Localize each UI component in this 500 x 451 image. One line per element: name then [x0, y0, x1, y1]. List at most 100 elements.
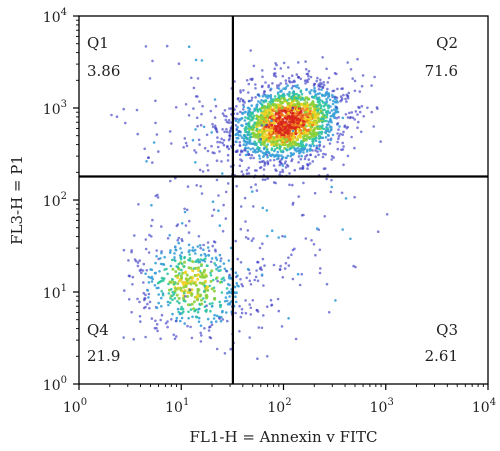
data-point [274, 181, 277, 185]
data-point [160, 289, 163, 293]
data-point [218, 150, 221, 153]
data-point [267, 128, 271, 132]
data-point [234, 119, 238, 123]
data-point [260, 326, 264, 330]
data-point [175, 293, 179, 297]
data-point [328, 98, 332, 102]
data-point [324, 92, 328, 96]
data-point [267, 85, 270, 89]
data-point [219, 259, 222, 263]
data-point [312, 137, 316, 141]
data-point [183, 260, 187, 264]
data-point [249, 283, 253, 286]
data-point [155, 254, 158, 258]
data-point [245, 79, 249, 82]
data-point [294, 116, 298, 120]
data-point [234, 295, 237, 299]
data-point [249, 148, 252, 151]
data-point [258, 246, 262, 250]
data-point [143, 147, 146, 151]
data-point [360, 84, 364, 88]
data-point [291, 84, 295, 88]
data-point [337, 128, 340, 131]
data-point [142, 262, 146, 266]
data-point [246, 150, 250, 153]
data-point [228, 107, 231, 110]
data-point [279, 170, 282, 174]
data-point [214, 263, 218, 267]
data-point [266, 139, 270, 143]
data-point [327, 311, 331, 314]
data-point [213, 151, 216, 155]
data-point [312, 128, 316, 132]
data-point [147, 292, 151, 296]
data-point [219, 257, 223, 260]
data-point [226, 182, 230, 185]
data-point [320, 88, 323, 91]
data-point [213, 297, 217, 301]
data-point [281, 101, 284, 105]
data-point [304, 131, 308, 135]
data-point [247, 124, 250, 127]
data-point [248, 139, 252, 143]
data-point [160, 279, 163, 283]
data-point [142, 281, 145, 284]
data-point [335, 106, 338, 109]
data-point [286, 123, 290, 127]
data-point [249, 186, 253, 189]
data-point [172, 281, 176, 284]
data-point [207, 249, 211, 253]
data-point [385, 213, 389, 216]
data-point [272, 116, 276, 119]
data-point [307, 97, 311, 101]
data-point [349, 116, 353, 119]
data-point [348, 111, 351, 115]
data-point [174, 245, 177, 248]
data-point [286, 84, 289, 87]
data-point [242, 89, 245, 92]
data-point [308, 120, 312, 124]
data-point [215, 159, 219, 162]
data-point [168, 234, 171, 237]
data-point [223, 109, 227, 112]
data-point [274, 168, 277, 171]
data-point [194, 266, 198, 270]
data-point [267, 111, 271, 115]
data-point [331, 89, 335, 93]
data-point [307, 124, 311, 127]
data-point [169, 264, 173, 268]
data-point [263, 131, 266, 135]
data-point [280, 90, 283, 93]
data-point [306, 121, 309, 125]
data-point [293, 148, 297, 152]
data-point [165, 44, 169, 48]
data-point [313, 115, 317, 119]
data-point [278, 268, 282, 271]
data-point [255, 142, 258, 145]
data-point [280, 158, 283, 161]
data-point [310, 239, 313, 242]
y-tick-label: 103 [43, 99, 67, 118]
data-point [283, 267, 287, 270]
data-point [297, 104, 301, 108]
data-point [122, 248, 126, 252]
quadrant-name: Q3 [436, 321, 458, 339]
data-point [283, 116, 287, 120]
data-point [195, 116, 199, 120]
data-point [301, 167, 305, 170]
data-point [254, 275, 258, 279]
data-point [144, 335, 147, 339]
data-point [261, 137, 265, 140]
data-point [220, 280, 224, 284]
y-tick-label: 100 [43, 375, 67, 394]
data-point [238, 99, 241, 103]
data-point [200, 192, 204, 195]
data-point [234, 300, 238, 304]
data-point [235, 184, 238, 188]
data-point [153, 271, 157, 275]
data-point [292, 145, 295, 149]
data-point [216, 136, 219, 139]
data-point [312, 243, 316, 246]
data-point [157, 281, 161, 284]
data-point [246, 112, 250, 115]
